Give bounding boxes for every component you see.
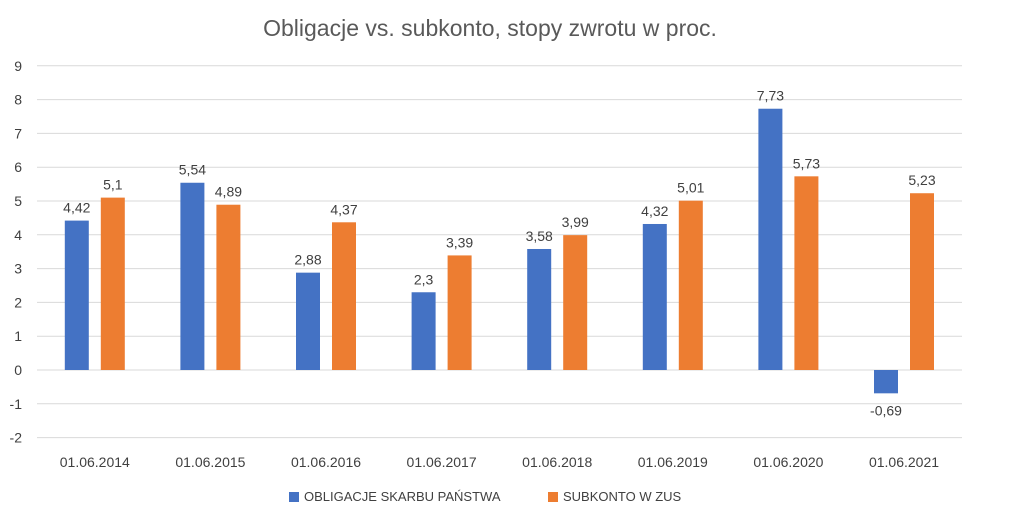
x-tick-label: 01.06.2018 (522, 454, 592, 470)
bar-subkonto (216, 204, 241, 370)
x-tick-label: 01.06.2014 (60, 454, 130, 470)
bar-subkonto (332, 222, 356, 370)
data-label: -0,69 (870, 402, 902, 418)
data-label: 3,99 (562, 214, 589, 230)
data-label: 5,23 (908, 172, 935, 188)
y-tick-label: -2 (10, 430, 23, 446)
bar-obligacje (296, 272, 320, 370)
x-tick-label: 01.06.2015 (175, 454, 245, 470)
bar-subkonto (447, 255, 472, 370)
y-tick-label: 1 (14, 328, 22, 344)
x-tick-label: 01.06.2021 (869, 454, 939, 470)
bar-obligacje (642, 223, 667, 370)
y-tick-label: 4 (14, 227, 22, 243)
data-label: 4,37 (330, 201, 357, 217)
chart-title: Obligacje vs. subkonto, stopy zwrotu w p… (263, 15, 717, 41)
bar-subkonto (563, 235, 588, 370)
y-tick-label: -1 (10, 396, 23, 412)
bar-obligacje (758, 108, 783, 370)
x-tick-label: 01.06.2019 (638, 454, 708, 470)
legend-swatch-obligacje (289, 492, 299, 502)
legend-swatch-subkonto (548, 492, 558, 502)
bar-obligacje (527, 248, 552, 370)
legend: OBLIGACJE SKARBU PAŃSTWA SUBKONTO W ZUS (289, 489, 682, 504)
y-tick-label: 5 (14, 193, 22, 209)
bar-subkonto (794, 176, 819, 370)
y-tick-label: 2 (14, 294, 22, 310)
x-tick-label: 01.06.2016 (291, 454, 361, 470)
bar-subkonto (910, 193, 934, 370)
bar-subkonto (678, 200, 703, 370)
data-label: 4,42 (63, 200, 90, 216)
data-label: 3,58 (526, 228, 553, 244)
data-label: 2,88 (294, 252, 321, 268)
bar-obligacje (64, 220, 89, 370)
bar-obligacje (411, 292, 436, 370)
data-label: 2,3 (414, 271, 434, 287)
data-label: 7,73 (757, 88, 784, 104)
y-tick-label: 6 (14, 159, 22, 175)
y-tick-label: 8 (14, 92, 22, 108)
data-label: 5,73 (793, 155, 820, 171)
data-label: 5,54 (179, 162, 206, 178)
bar-obligacje (874, 370, 898, 394)
y-tick-label: 3 (14, 261, 22, 277)
x-axis-ticks: 01.06.2014 01.06.2015 01.06.2016 01.06.2017… (60, 454, 939, 470)
data-label: 4,89 (215, 184, 242, 200)
bars (64, 108, 934, 394)
bar-subkonto (100, 197, 125, 370)
y-tick-label: 0 (14, 362, 22, 378)
legend-label-obligacje: OBLIGACJE SKARBU PAŃSTWA (304, 489, 501, 504)
data-label: 3,39 (446, 234, 473, 250)
data-label: 5,1 (103, 177, 123, 193)
data-labels: 4,42 5,1 5,54 4,89 2,88 4,37 2,3 3,39 3,58 3,99 4,… (63, 88, 936, 419)
x-tick-label: 01.06.2017 (407, 454, 477, 470)
y-tick-label: 9 (14, 58, 22, 74)
y-axis-ticks: -2 -1 0 1 2 3 4 5 6 7 8 9 (10, 58, 23, 446)
y-tick-label: 7 (14, 125, 22, 141)
gridlines (37, 65, 962, 439)
legend-label-subkonto: SUBKONTO W ZUS (563, 489, 682, 504)
data-label: 5,01 (677, 180, 704, 196)
x-tick-label: 01.06.2020 (753, 454, 823, 470)
bar-obligacje (180, 182, 205, 370)
data-label: 4,32 (641, 203, 668, 219)
